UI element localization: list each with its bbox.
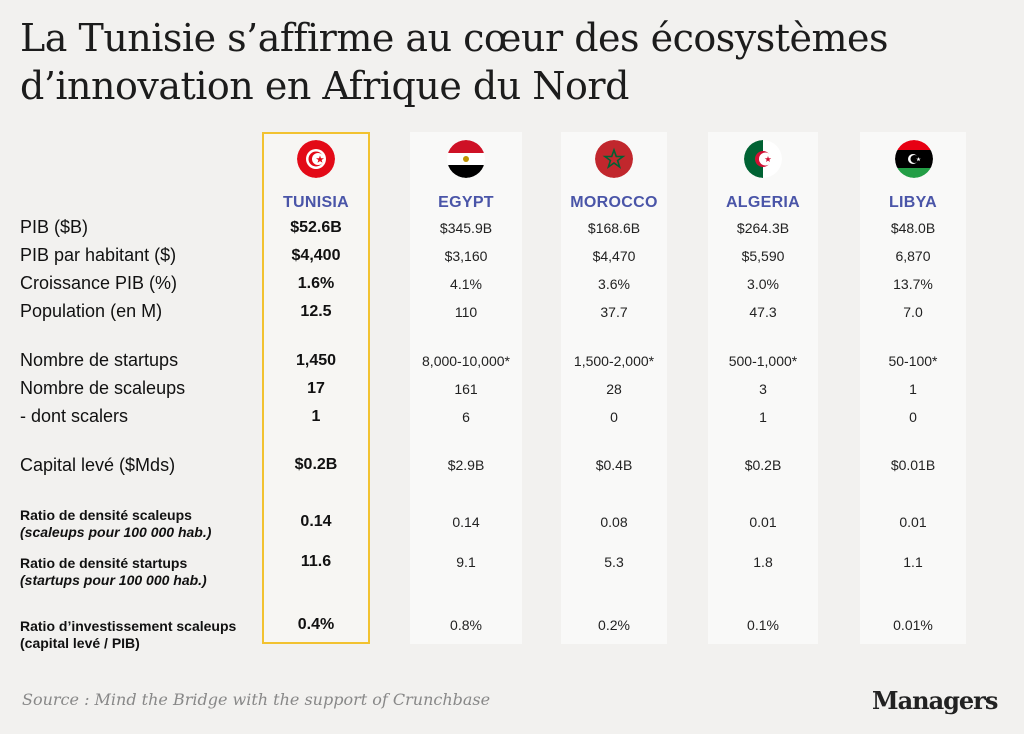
table-cell: 0.08 xyxy=(600,514,628,530)
table-cell: 0.8% xyxy=(450,617,482,633)
table-cell: 3.6% xyxy=(598,276,630,292)
ratio-investissement-sublabel: (capital levé / PIB) xyxy=(20,635,140,651)
table-cell: $5,590 xyxy=(741,248,785,264)
table-cell: 1.6% xyxy=(297,275,335,292)
row-label-croissance: Croissance PIB (%) xyxy=(20,273,178,293)
tunisia-flag-icon xyxy=(297,140,335,178)
row-label-pib: PIB ($B) xyxy=(20,217,89,237)
ratio-investissement-label: Ratio d’investissement scaleups xyxy=(20,618,237,634)
table-cell: 0.2% xyxy=(598,617,630,633)
table-cell: 0.01 xyxy=(749,514,777,530)
column-header-morocco: MOROCCO xyxy=(570,194,658,211)
tunisia-column-highlight xyxy=(262,132,370,644)
row-label-pib-habitant: PIB par habitant ($) xyxy=(20,245,177,265)
table-cell: $0.2B xyxy=(744,457,782,473)
table-cell: 0 xyxy=(610,409,618,425)
morocco-flag-icon xyxy=(595,140,633,178)
title-line-2: d’innovation en Afrique du Nord xyxy=(20,64,629,108)
egypt-column-bg xyxy=(410,132,522,644)
row-label-ratio-investissement: Ratio d’investissement scaleups (capital… xyxy=(20,618,236,652)
libya-flag-icon xyxy=(895,140,933,178)
algeria-flag-icon xyxy=(744,140,782,178)
table-cell: $0.2B xyxy=(294,456,338,473)
table-cell: 6,870 xyxy=(895,248,931,264)
table-cell: 0.01 xyxy=(899,514,927,530)
table-cell: 0 xyxy=(909,409,917,425)
table-cell: 1 xyxy=(759,409,767,425)
row-label-scalers: - dont scalers xyxy=(20,406,129,426)
table-cell: 3.0% xyxy=(747,276,779,292)
egypt-flag-icon xyxy=(447,140,485,178)
table-cell: $0.01B xyxy=(890,457,936,473)
morocco-column-bg xyxy=(561,132,667,644)
ratio-startups-sublabel: (startups pour 100 000 hab.) xyxy=(20,572,207,588)
table-cell: 50-100* xyxy=(888,353,938,369)
table-cell: 3 xyxy=(759,381,767,397)
row-label-startups: Nombre de startups xyxy=(20,350,179,370)
table-cell: 6 xyxy=(462,409,470,425)
table-cell: 28 xyxy=(606,381,622,397)
table-cell: 161 xyxy=(454,381,478,397)
ratio-scaleups-sublabel: (scaleups pour 100 000 hab.) xyxy=(20,524,212,540)
table-cell: 500-1,000* xyxy=(728,353,798,369)
table-cell: 37.7 xyxy=(600,304,628,320)
table-cell: 47.3 xyxy=(749,304,777,320)
table-cell: $2.9B xyxy=(447,457,485,473)
table-cell: $3,160 xyxy=(444,248,488,264)
row-label-capital: Capital levé ($Mds) xyxy=(20,455,176,475)
table-cell: 1.8 xyxy=(753,554,773,570)
column-header-libya: LIBYA xyxy=(888,194,938,211)
managers-logo: Managers xyxy=(872,686,998,715)
table-cell: 1 xyxy=(311,408,321,425)
table-cell: 0.14 xyxy=(300,513,332,530)
table-cell: 0.01% xyxy=(893,617,933,633)
algeria-column-bg xyxy=(708,132,818,644)
column-header-tunisia: TUNISIA xyxy=(282,194,350,211)
table-cell: $168.6B xyxy=(587,220,641,236)
table-cell: 11.6 xyxy=(300,553,332,570)
table-cell: 0.1% xyxy=(747,617,779,633)
page-title: La Tunisie s’affirme au cœur des écosyst… xyxy=(20,14,1010,110)
table-cell: 1,500-2,000* xyxy=(573,353,655,369)
table-cell: 1 xyxy=(909,381,917,397)
row-label-population: Population (en M) xyxy=(20,301,163,321)
row-label-ratio-scaleups: Ratio de densité scaleups (scaleups pour… xyxy=(20,507,211,541)
table-cell: $345.9B xyxy=(439,220,493,236)
table-cell: 17 xyxy=(307,380,325,397)
table-cell: 1,450 xyxy=(295,352,337,369)
table-cell: 0.4% xyxy=(297,616,335,633)
table-cell: 8,000-10,000* xyxy=(422,353,510,369)
table-cell: 0.14 xyxy=(452,514,480,530)
table-cell: $4,400 xyxy=(291,247,341,264)
table-cell: 110 xyxy=(454,304,478,320)
table-cell: 1.1 xyxy=(903,554,923,570)
title-line-1: La Tunisie s’affirme au cœur des écosyst… xyxy=(20,16,889,60)
table-cell: 5.3 xyxy=(604,554,624,570)
table-cell: 12.5 xyxy=(300,303,332,320)
table-cell: $0.4B xyxy=(595,457,633,473)
table-cell: 7.0 xyxy=(903,304,923,320)
ratio-scaleups-label: Ratio de densité scaleups xyxy=(20,507,192,523)
table-cell: $4,470 xyxy=(592,248,636,264)
table-cell: 9.1 xyxy=(456,554,476,570)
row-label-ratio-startups: Ratio de densité startups (startups pour… xyxy=(20,555,207,589)
libya-column-bg xyxy=(860,132,966,644)
table-cell: 4.1% xyxy=(450,276,482,292)
table-cell: $52.6B xyxy=(290,219,342,236)
row-label-scaleups: Nombre de scaleups xyxy=(20,378,186,398)
source-note: Source : Mind the Bridge with the suppor… xyxy=(22,690,491,709)
column-header-algeria: ALGERIA xyxy=(725,194,801,211)
table-cell: 13.7% xyxy=(893,276,933,292)
table-cell: $264.3B xyxy=(736,220,790,236)
column-header-egypt: EGYPT xyxy=(438,194,494,211)
table-cell: $48.0B xyxy=(890,220,936,236)
ratio-startups-label: Ratio de densité startups xyxy=(20,555,188,571)
